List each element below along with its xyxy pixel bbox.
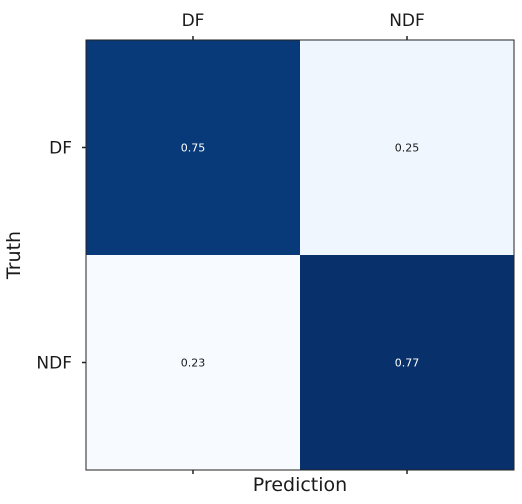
y-tick-label-1: NDF (36, 354, 72, 374)
x-tick-label-1: NDF (389, 11, 425, 31)
y-tick-label-0: DF (49, 139, 72, 159)
x-tick-label-0: DF (182, 11, 205, 31)
cell-value-label-0-1: 0.25 (395, 142, 420, 155)
cell-value-label-1-1: 0.77 (395, 357, 420, 370)
x-axis-label: Prediction (253, 474, 347, 496)
cell-value-label-1-0: 0.23 (181, 357, 206, 370)
cells-layer (86, 40, 514, 470)
cell-value-label-0-0: 0.75 (181, 142, 206, 155)
y-axis-label: Truth (3, 231, 25, 280)
